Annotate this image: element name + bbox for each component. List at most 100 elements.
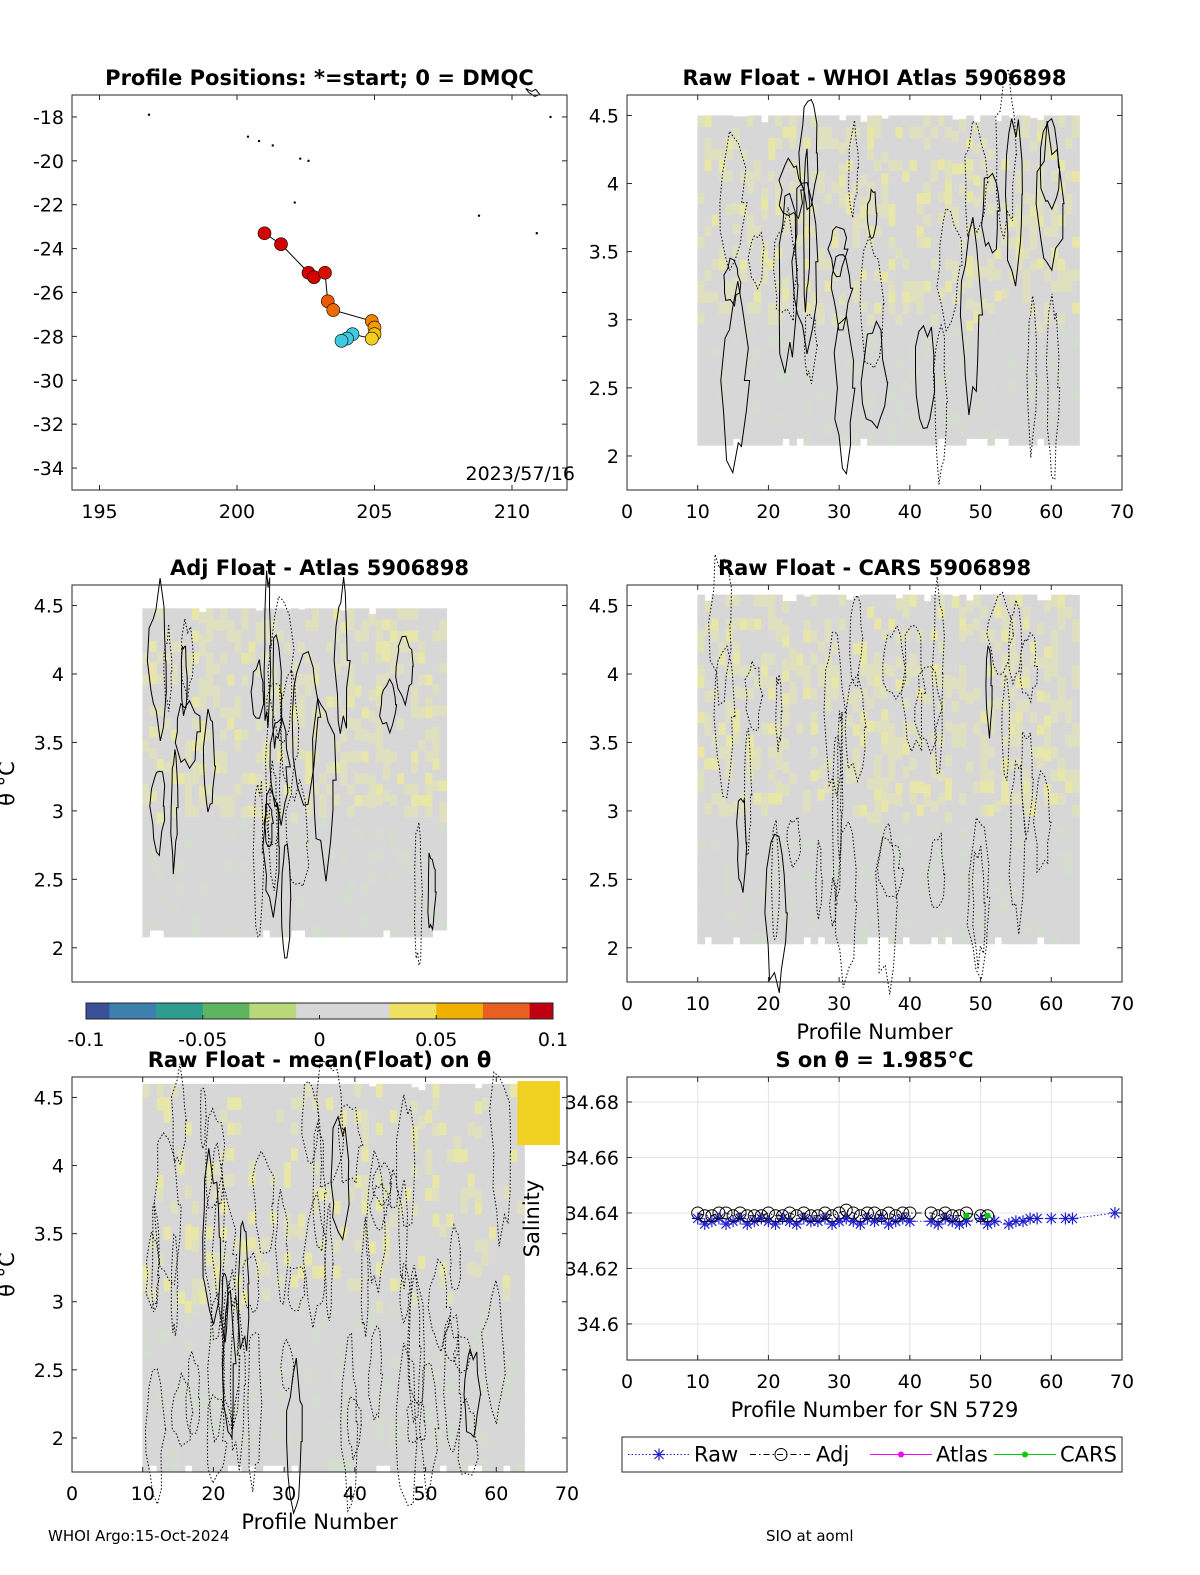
- heatmap-cell: [796, 885, 805, 898]
- heatmap-cell: [704, 225, 713, 237]
- heatmap-cell: [753, 390, 762, 402]
- heatmap-cell: [1065, 225, 1073, 237]
- heatmap-cell: [1001, 362, 1010, 375]
- heatmap-cell: [874, 214, 882, 226]
- heatmap-cell: [923, 225, 932, 237]
- heatmap-cell: [206, 903, 214, 916]
- heatmap-cell: [354, 652, 363, 664]
- heatmap-cell: [959, 652, 967, 665]
- heatmap-cell: [1015, 313, 1024, 325]
- heatmap-cell: [951, 665, 960, 678]
- heatmap-cell: [418, 619, 426, 631]
- heatmap-cell: [852, 379, 861, 391]
- heatmap-cell: [718, 236, 727, 248]
- heatmap-cell: [909, 181, 918, 193]
- heatmap-cell: [276, 772, 285, 785]
- heatmap-cell: [718, 757, 727, 770]
- heatmap-cell: [923, 601, 932, 614]
- heatmap-cell: [966, 829, 974, 842]
- heatmap-cell: [319, 925, 327, 938]
- heatmap-cell: [867, 788, 875, 801]
- heatmap-cell: [761, 219, 769, 231]
- heatmap-cell: [881, 822, 889, 835]
- heatmap-cell: [909, 617, 918, 631]
- heatmap-cell: [895, 170, 904, 182]
- heatmap-cell: [937, 330, 946, 342]
- heatmap-cell: [704, 192, 713, 204]
- heatmap-cell: [276, 619, 285, 631]
- heatmap-cell: [1065, 291, 1073, 303]
- heatmap-cell: [852, 874, 861, 887]
- heatmap-cell: [305, 619, 313, 631]
- heatmap-cell: [262, 812, 271, 824]
- contour-line: [146, 578, 167, 742]
- heatmap-cell: [241, 641, 250, 653]
- heatmap-cell: [909, 838, 918, 852]
- heatmap-cell: [810, 804, 819, 817]
- contour-line: [170, 749, 179, 875]
- heatmap-cell: [326, 893, 334, 905]
- heatmap-cell: [838, 130, 847, 143]
- heatmap-cell: [1043, 401, 1052, 413]
- heatmap-cell: [881, 891, 889, 904]
- heatmap-cell: [803, 247, 812, 259]
- heatmap-cell: [1022, 192, 1031, 204]
- heatmap-cell: [704, 880, 713, 893]
- heatmap-cell: [697, 710, 706, 724]
- heatmap-cell: [966, 806, 974, 819]
- heatmap-cell: [761, 745, 769, 759]
- heatmap-cell: [170, 1213, 179, 1227]
- heatmap-cell: [994, 891, 1003, 904]
- heatmap-cell: [860, 258, 868, 271]
- heatmap-cell: [184, 816, 193, 828]
- heatmap-cell: [711, 699, 720, 712]
- heatmap-cell: [753, 897, 762, 910]
- heatmap-cell: [1029, 769, 1038, 782]
- heatmap-cell: [810, 423, 819, 435]
- heatmap-cell: [951, 781, 960, 794]
- heatmap-cell: [382, 897, 391, 910]
- heatmap-cell: [994, 237, 1003, 249]
- heatmap-cell: [937, 136, 946, 149]
- heatmap-cell: [1058, 148, 1066, 160]
- heatmap-cell: [944, 674, 953, 687]
- heatmap-cell: [241, 717, 250, 730]
- heatmap-cell: [149, 1363, 158, 1377]
- heatmap-cell: [824, 313, 833, 325]
- heatmap-cell: [198, 882, 207, 895]
- heatmap-cell: [1072, 839, 1080, 852]
- heatmap-cell: [782, 806, 790, 819]
- contour-line: [985, 644, 993, 739]
- heatmap-cell: [987, 745, 996, 759]
- heatmap-cell: [1022, 247, 1031, 259]
- heatmap-cell: [902, 799, 911, 812]
- heatmap-cell: [966, 115, 974, 127]
- heatmap-cell: [852, 596, 861, 609]
- heatmap-cell: [789, 225, 798, 237]
- heatmap-cell: [206, 761, 214, 774]
- heatmap-cell: [220, 816, 228, 828]
- heatmap-cell: [768, 225, 776, 237]
- heatmap-cell: [439, 812, 448, 824]
- heatmap-cell: [782, 416, 790, 429]
- heatmap-cell: [810, 434, 819, 446]
- heatmap-cell: [1008, 745, 1017, 759]
- heatmap-cell: [305, 641, 313, 653]
- heatmap-cell: [276, 925, 285, 938]
- x-tick-label: 210: [494, 501, 530, 523]
- heatmap-cell: [746, 710, 755, 724]
- heatmap-cell: [326, 882, 334, 894]
- heatmap-cell: [248, 783, 257, 796]
- heatmap-cell: [411, 717, 419, 730]
- heatmap-cell: [753, 126, 762, 139]
- heatmap-cell: [852, 115, 861, 128]
- heatmap-cell: [951, 850, 960, 864]
- heatmap-cell: [973, 121, 981, 134]
- heatmap-cell: [944, 401, 953, 413]
- heatmap-cell: [283, 740, 292, 752]
- heatmap-cell: [340, 686, 349, 699]
- heatmap-cell: [994, 173, 1003, 186]
- heatmap-cell: [746, 379, 755, 391]
- heatmap-cell: [375, 706, 384, 719]
- heatmap-cell: [937, 908, 946, 921]
